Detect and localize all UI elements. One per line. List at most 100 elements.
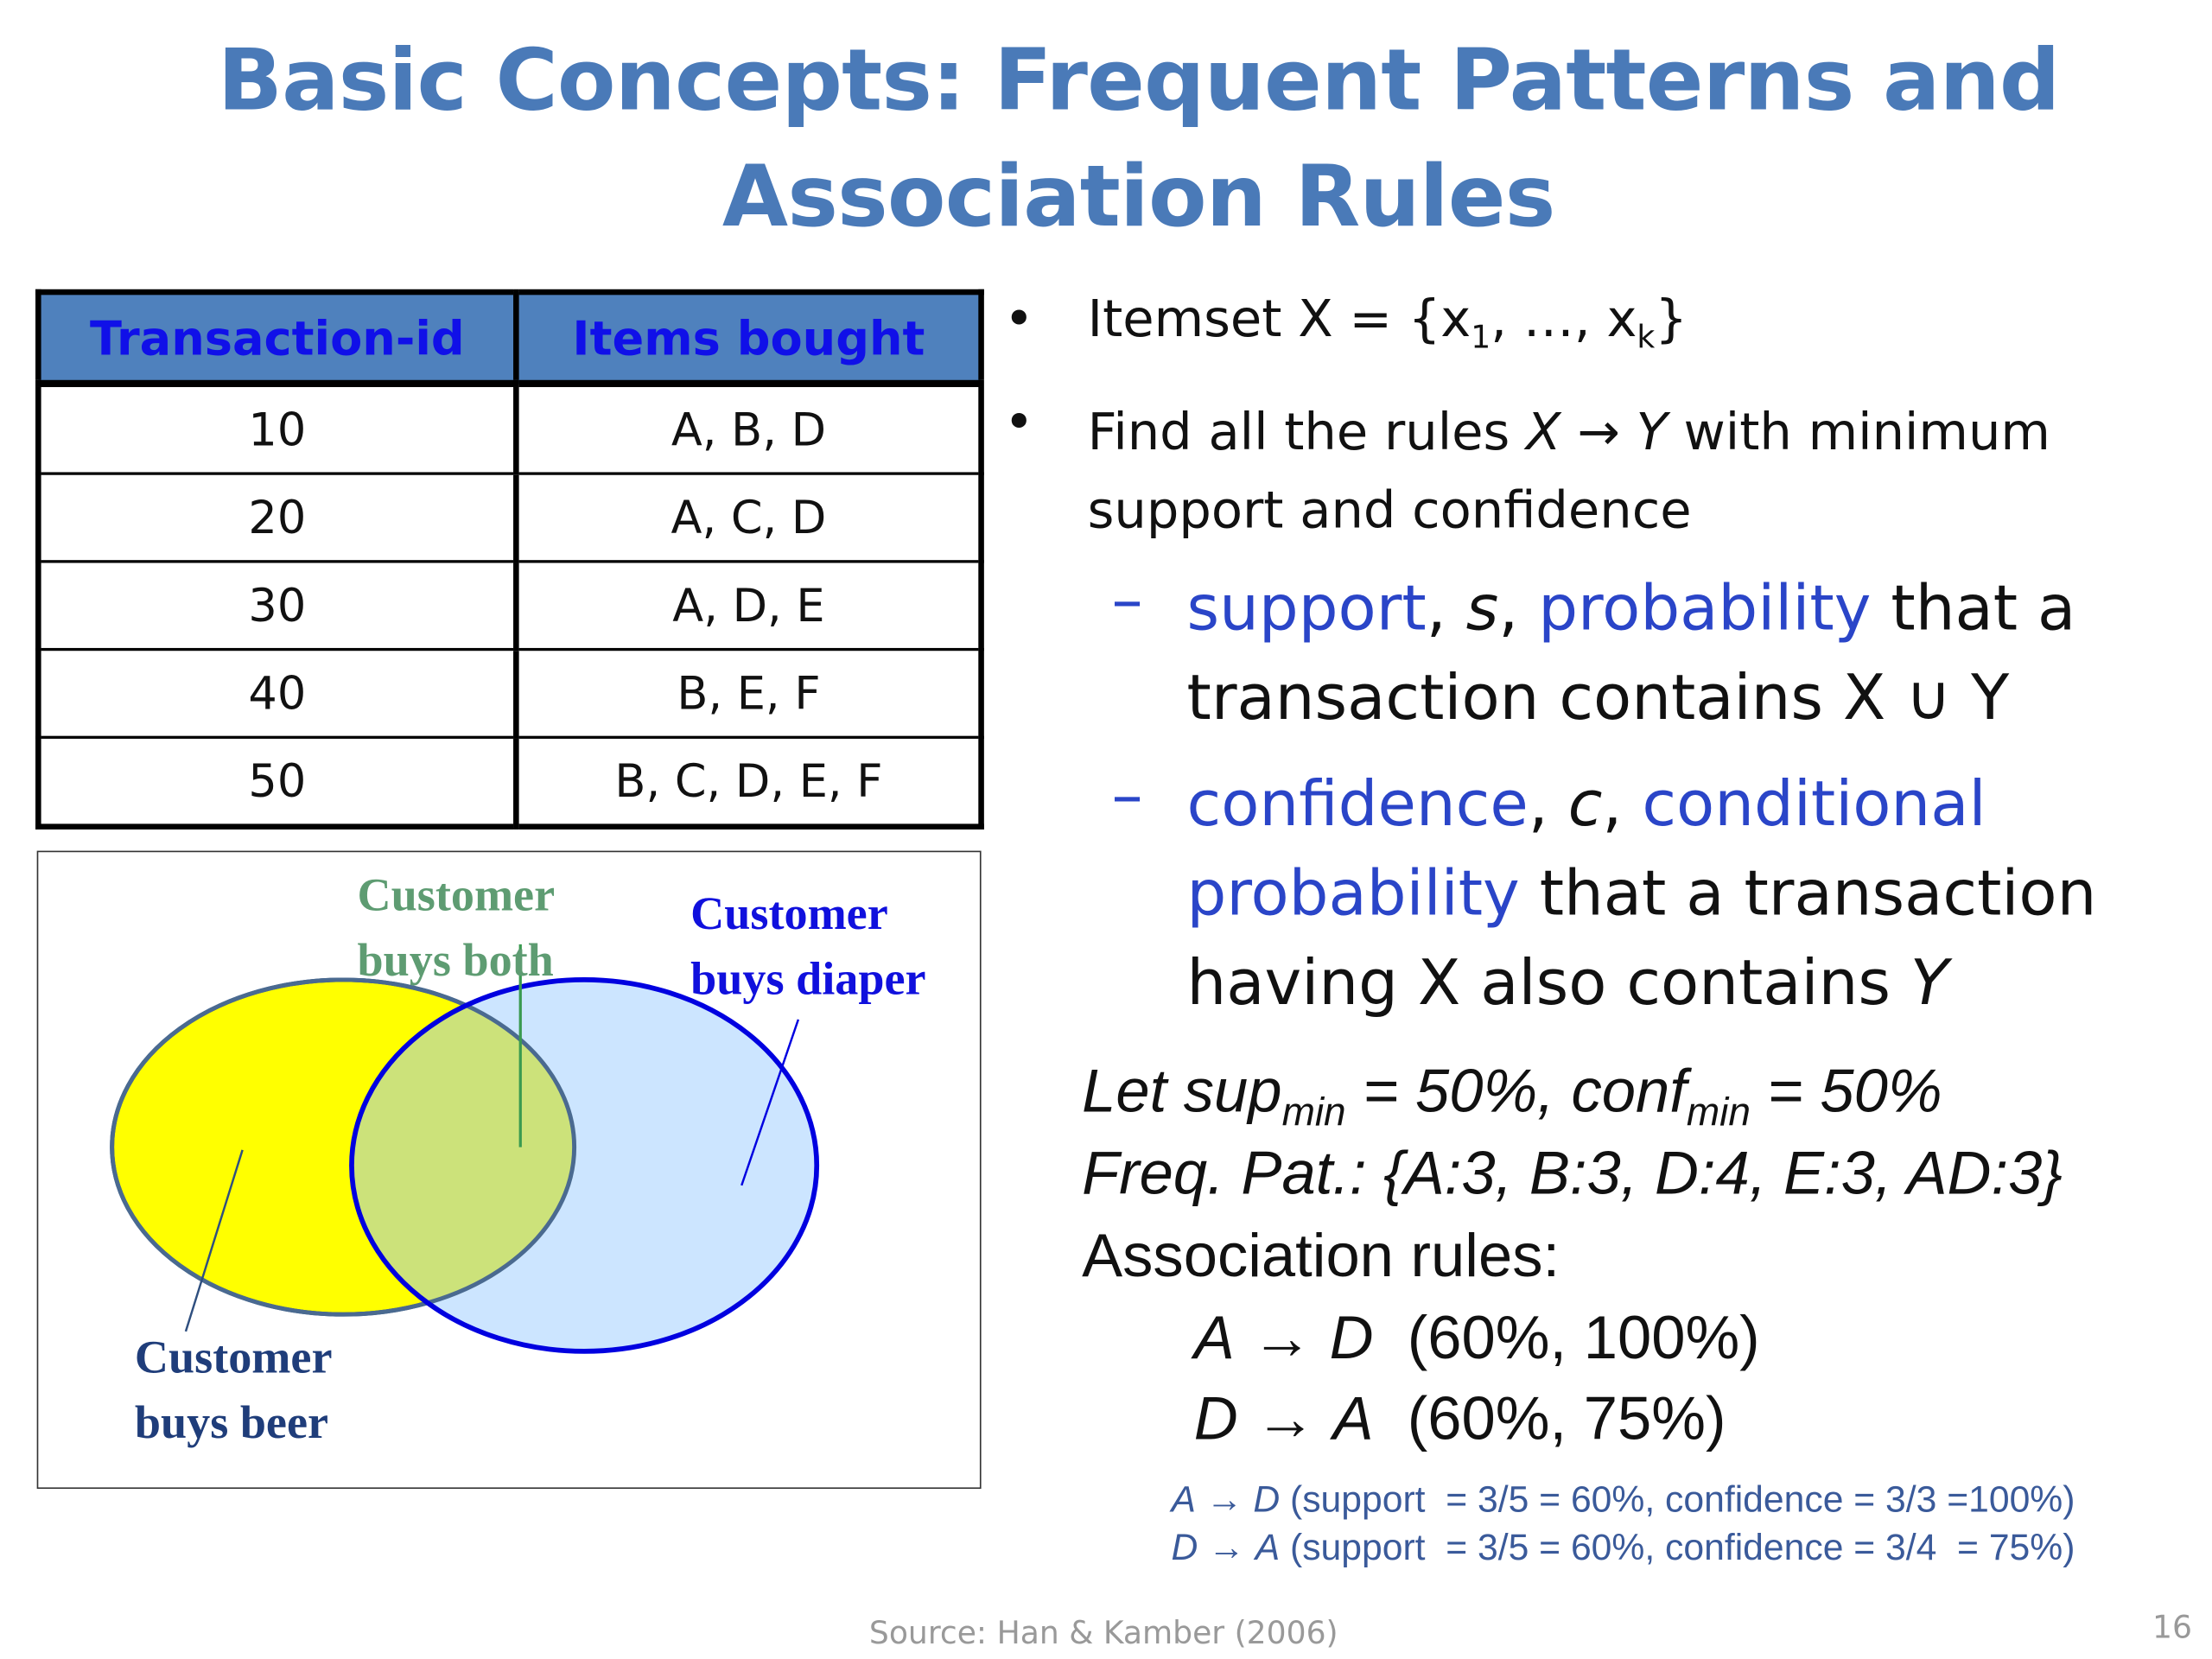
cell-id: 30: [36, 560, 519, 652]
cell-items: A, B, D: [514, 382, 983, 475]
label-line: buys diaper: [690, 954, 926, 1006]
table-row: 30 A, D, E: [36, 560, 983, 652]
term: probability: [1186, 857, 1520, 931]
bullet-itemset: Itemset X = {x1, …, xk}: [1088, 290, 1688, 356]
subscript: k: [1637, 321, 1656, 357]
text: (support = 3/5 = 60%, confidence = 3/4 =…: [1280, 1525, 2075, 1568]
association-rules-label: Association rules:: [1082, 1222, 1560, 1291]
label-buys-beer: Customer buys beer: [135, 1325, 333, 1456]
arrow-icon: →: [1208, 1525, 1245, 1568]
text: (60%, 100%): [1373, 1304, 1760, 1373]
text: that a transaction: [1519, 857, 2097, 931]
diaper-pointer-line: [741, 1019, 800, 1186]
text: (60%, 75%): [1373, 1385, 1726, 1454]
text: Itemset X = {x: [1087, 290, 1471, 349]
line: transaction contains X ∪ Y: [1186, 662, 2010, 735]
table-row: 50 B, C, D, E, F: [36, 735, 983, 829]
beer-pointer-line: [184, 1149, 244, 1332]
text: Let sup: [1082, 1058, 1282, 1126]
subscript: min: [1281, 1090, 1346, 1135]
arrow-icon: →: [1251, 1304, 1313, 1373]
text: D: [1171, 1525, 1198, 1568]
table-header-row: Transaction-id Items bought: [35, 289, 984, 387]
label-line: buys both: [357, 936, 554, 988]
text: s: [1465, 572, 1499, 645]
header-transaction-id: Transaction-id: [35, 289, 519, 387]
rule-a-d: A → D (60%, 100%): [1194, 1305, 1760, 1374]
text: (support = 3/5 = 60%, confidence = 3/3 =…: [1280, 1477, 2075, 1521]
overlap-region: [351, 979, 575, 1315]
table-row: 20 A, C, D: [36, 472, 983, 563]
term: conditional: [1642, 768, 1986, 842]
bullet-dot: •: [1003, 290, 1034, 349]
venn-graphic: [110, 944, 820, 1354]
term: probability: [1538, 572, 1872, 645]
text: Y: [1636, 404, 1668, 462]
dash-icon: –: [1111, 760, 1143, 833]
subscript: 1: [1471, 321, 1491, 357]
text: }: [1655, 290, 1688, 349]
subbullet-support: support, s, probability that a transacti…: [1187, 564, 2076, 743]
table-row: 40 B, E, F: [36, 647, 983, 739]
line: confidence, c, conditional: [1187, 760, 2097, 849]
line: probability that a transaction: [1187, 849, 2097, 938]
page-number: 16: [2152, 1611, 2192, 1647]
text: c: [1567, 768, 1603, 842]
detail-a-d: A → D (support = 3/5 = 60%, confidence =…: [1171, 1478, 2075, 1522]
text: A: [1332, 1385, 1374, 1454]
detail-d-a: D → A (support = 3/5 = 60%, confidence =…: [1171, 1526, 2075, 1570]
text: D: [1193, 1385, 1238, 1454]
cell-id: 40: [36, 647, 519, 739]
text: Y: [1910, 947, 1949, 1020]
label-buys-diaper: Customer buys diaper: [690, 882, 925, 1013]
frequent-patterns: Freq. Pat.: {A:3, B:3, D:4, E:3, AD:3}: [1082, 1140, 2063, 1209]
cell-items: A, C, D: [514, 472, 983, 563]
dash-icon: –: [1111, 564, 1143, 637]
line: support and confidence: [1087, 481, 1692, 541]
subscript: min: [1686, 1090, 1751, 1135]
label-line: Customer: [357, 870, 556, 922]
text: ,: [1498, 572, 1539, 645]
label-line: Customer: [690, 888, 888, 940]
label-line: buys beer: [134, 1398, 329, 1450]
cell-id: 10: [36, 382, 519, 475]
cell-id: 50: [36, 735, 519, 829]
text: A: [1171, 1477, 1196, 1521]
source-footer: Source: Han & Kamber (2006): [868, 1616, 1338, 1652]
venn-diagram: Customer buys both Customer buys diaper Cu…: [36, 850, 982, 1490]
arrow-icon: →: [1205, 1477, 1243, 1521]
bullet-dot: •: [1003, 394, 1034, 453]
text: that a: [1871, 572, 2076, 645]
cell-items: B, E, F: [514, 647, 983, 739]
slide-title-line2: Association Rules: [721, 147, 1555, 247]
bullet-find-rules: Find all the rules X → Y with minimum su…: [1088, 394, 2050, 550]
text: {A:3, B:3, D:4, E:3, AD:3}: [1383, 1140, 2063, 1209]
term: support: [1186, 572, 1427, 645]
text: , …, x: [1491, 290, 1637, 349]
rule-d-a: D → A (60%, 75%): [1194, 1385, 1726, 1454]
line: having X also contains Y: [1187, 938, 2097, 1027]
table-row: 10 A, B, D: [36, 382, 983, 475]
text: D: [1329, 1304, 1374, 1373]
text: ,: [1426, 572, 1466, 645]
cell-items: A, D, E: [514, 560, 983, 652]
slide-title-line1: Basic Concepts: Frequent Patterns and: [217, 31, 2060, 130]
text: D: [1253, 1477, 1281, 1521]
text: having X also contains: [1186, 947, 1910, 1020]
header-items-bought: Items bought: [513, 289, 984, 387]
text: A: [1255, 1525, 1281, 1568]
text: ,: [1602, 768, 1643, 842]
beer-ellipse-outline: [110, 977, 577, 1317]
label-buys-both: Customer buys both: [358, 863, 556, 994]
text: Find all the rules: [1087, 404, 1527, 462]
text: X: [1526, 404, 1561, 462]
cell-items: B, C, D, E, F: [514, 735, 983, 829]
text: A: [1193, 1304, 1235, 1373]
diaper-ellipse-outline: [349, 977, 820, 1354]
let-thresholds: Let supmin = 50%, confmin = 50%: [1082, 1058, 1942, 1135]
text: ,: [1528, 768, 1568, 842]
text: = 50%, conf: [1345, 1058, 1687, 1126]
text: with minimum: [1667, 404, 2050, 462]
arrow-icon: →: [1560, 404, 1637, 462]
